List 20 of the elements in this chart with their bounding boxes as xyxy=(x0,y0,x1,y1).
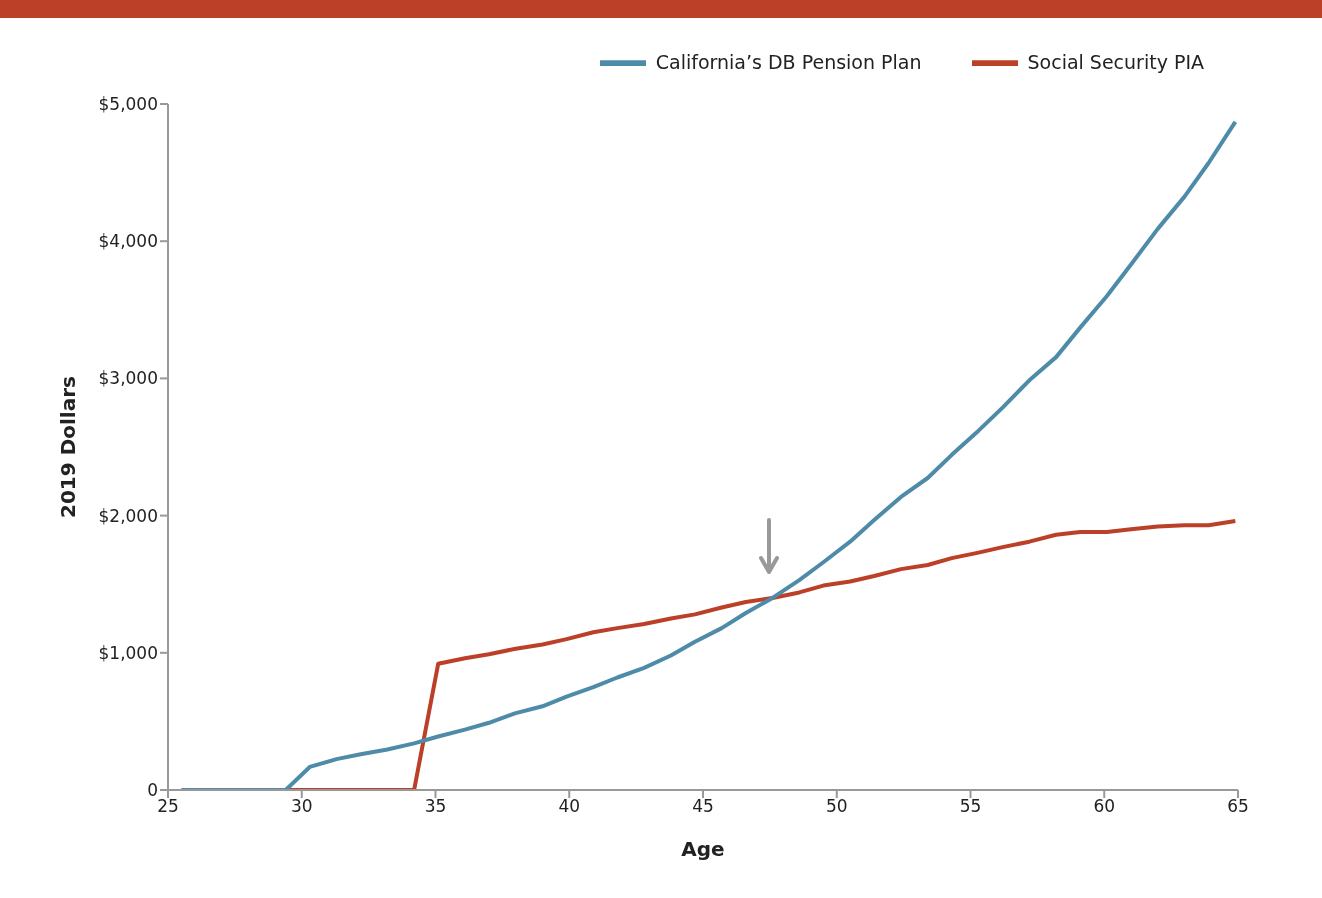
x-tick-label: 65 xyxy=(1227,796,1249,817)
y-tick-label: $3,000 xyxy=(98,368,158,389)
y-tick-label: $2,000 xyxy=(98,505,158,526)
y-tick-label: $5,000 xyxy=(98,94,158,115)
x-tick-label: 30 xyxy=(290,796,313,817)
y-tick-label: $1,000 xyxy=(98,642,158,663)
x-tick-label: 55 xyxy=(959,796,982,817)
x-tick-label: 35 xyxy=(424,796,447,817)
line-series xyxy=(179,119,1238,790)
x-axis-title: Age xyxy=(681,837,725,861)
x-tick-label: 60 xyxy=(1093,796,1116,817)
legend-label: Social Security PIA xyxy=(1027,50,1204,73)
x-tick-label: 50 xyxy=(825,796,848,817)
x-tick-label: 45 xyxy=(692,796,714,817)
x-tick-label: 25 xyxy=(157,796,179,817)
y-axis-title: 2019 Dollars xyxy=(56,376,81,518)
y-tick-label: $4,000 xyxy=(98,231,158,252)
y-tick-label: 0 xyxy=(147,780,158,801)
x-tick-label: 40 xyxy=(558,796,581,817)
legend-label: California’s DB Pension Plan xyxy=(655,50,922,73)
